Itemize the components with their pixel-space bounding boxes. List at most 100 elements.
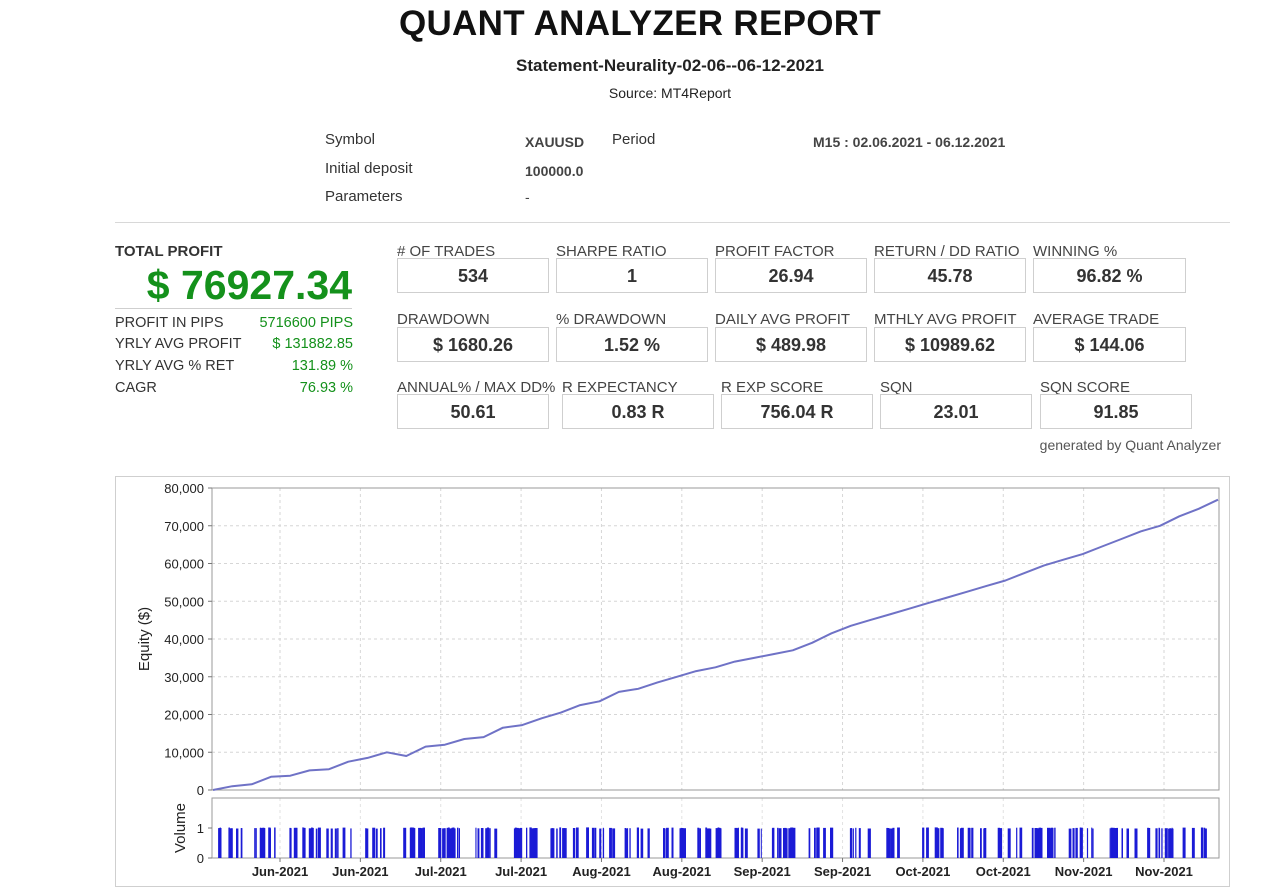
y-tick-label: 50,000 [164,594,204,609]
volume-bar [218,828,220,858]
volume-bar [572,828,576,858]
volume-bar [960,828,962,858]
volume-bar [564,828,567,858]
volume-bar [1110,827,1113,858]
volume-bar [830,827,833,858]
volume-bar [254,828,256,858]
volume-bar [255,828,257,858]
stat-label-yrly-avg-ret: YRLY AVG % RET [115,358,235,374]
volume-bar [1134,828,1138,858]
volume-bar [486,827,490,858]
volume-bar [418,827,422,858]
volume-bar [886,828,890,858]
y-tick-label: 0 [197,783,204,798]
volume-bar [890,828,893,858]
volume-bar [447,827,450,858]
volume-bar [792,827,796,858]
volume-bar [823,827,826,858]
metric-label-annual-maxdd: ANNUAL% / MAX DD% [397,379,556,396]
volume-bar [420,828,423,858]
volume-bar [1054,827,1056,858]
volume-bar [680,827,683,858]
metric-value-profit-factor: 26.94 [715,258,867,293]
y-tick-label: 40,000 [164,632,204,647]
metric-label-r-expectancy: R EXPECTANCY [562,379,678,396]
volume-bar [586,827,589,858]
metric-label-winning: WINNING % [1033,243,1118,260]
volume-bar [850,828,852,858]
total-profit-value: $ 76927.34 [146,262,352,308]
metric-value-annual-maxdd: 50.61 [397,394,549,429]
x-tick-label: Nov-2021 [1055,864,1113,879]
volume-bar [778,828,782,858]
volume-bar [576,827,579,858]
volume-bar [1171,827,1173,858]
metric-label-sharpe: SHARPE RATIO [556,243,667,260]
volume-bar [438,828,441,858]
volume-bar [599,828,602,858]
volume-bar [591,827,595,858]
metric-value-pct-drawdown: 1.52 % [556,327,708,362]
volume-bar [303,827,305,858]
metric-value-sqn: 23.01 [880,394,1032,429]
metric-label-daily-avg: DAILY AVG PROFIT [715,311,851,328]
volume-bar [308,828,312,858]
volume-bar [531,828,534,858]
x-tick-label: Oct-2021 [976,864,1031,879]
volume-bar [1031,827,1034,858]
volume-bar [760,828,762,858]
deposit-label: Initial deposit [325,160,413,177]
volume-bar [289,827,292,858]
report-title: QUANT ANALYZER REPORT [398,4,882,43]
volume-bar [671,827,674,858]
volume-bar [1121,828,1123,858]
volume-bar [1158,827,1160,858]
volume-y-ticks: 01 [197,821,212,866]
volume-bar [736,828,739,858]
metric-label-sqn: SQN [880,379,913,396]
y-tick-label: 80,000 [164,481,204,496]
volume-bar [1016,827,1018,858]
metric-value-r-exp-score: 756.04 R [721,394,873,429]
volume-bar [550,828,553,858]
volume-bar [315,828,318,858]
volume-bar [624,828,627,858]
volume-bar [1035,828,1039,858]
volume-bar [1161,828,1163,858]
volume-axis-label: Volume [172,803,189,853]
volume-bar [311,827,313,858]
volume-bar [858,828,861,858]
generated-by-note: generated by Quant Analyzer [1039,437,1221,453]
volume-bar [342,827,346,858]
period-value: M15 : 02.06.2021 - 06.12.2021 [813,134,1006,150]
volume-bar [422,827,425,858]
volume-bar [274,827,276,858]
volume-bar [1164,828,1168,858]
volume-bar [772,827,775,858]
y-tick-label: 30,000 [164,670,204,685]
x-tick-label: Aug-2021 [653,864,712,879]
volume-bar [1086,828,1089,858]
volume-bar [1203,827,1206,858]
volume-bar [934,827,938,858]
volume-bar [715,828,719,858]
metric-label-avg-trade: AVERAGE TRADE [1033,311,1160,328]
volume-bar [559,827,562,858]
volume-bar [219,827,221,858]
volume-bar [485,828,488,858]
volume-bar [663,828,666,858]
volume-bar [229,828,233,858]
volume-bar [636,827,639,858]
volume-bar [1200,827,1203,858]
volume-bar [513,828,516,858]
metric-label-trades: # OF TRADES [397,243,496,260]
symbol-value: XAUUSD [525,134,585,150]
volume-bar [1047,827,1051,858]
volume-bar [383,827,386,858]
metric-value-sqn-score: 91.85 [1040,394,1192,429]
x-tick-label: Aug-2021 [572,864,631,879]
volume-bar [228,827,230,858]
x-tick-label: Jun-2021 [252,864,308,879]
volume-bar [518,828,521,858]
volume-bar [814,827,816,858]
